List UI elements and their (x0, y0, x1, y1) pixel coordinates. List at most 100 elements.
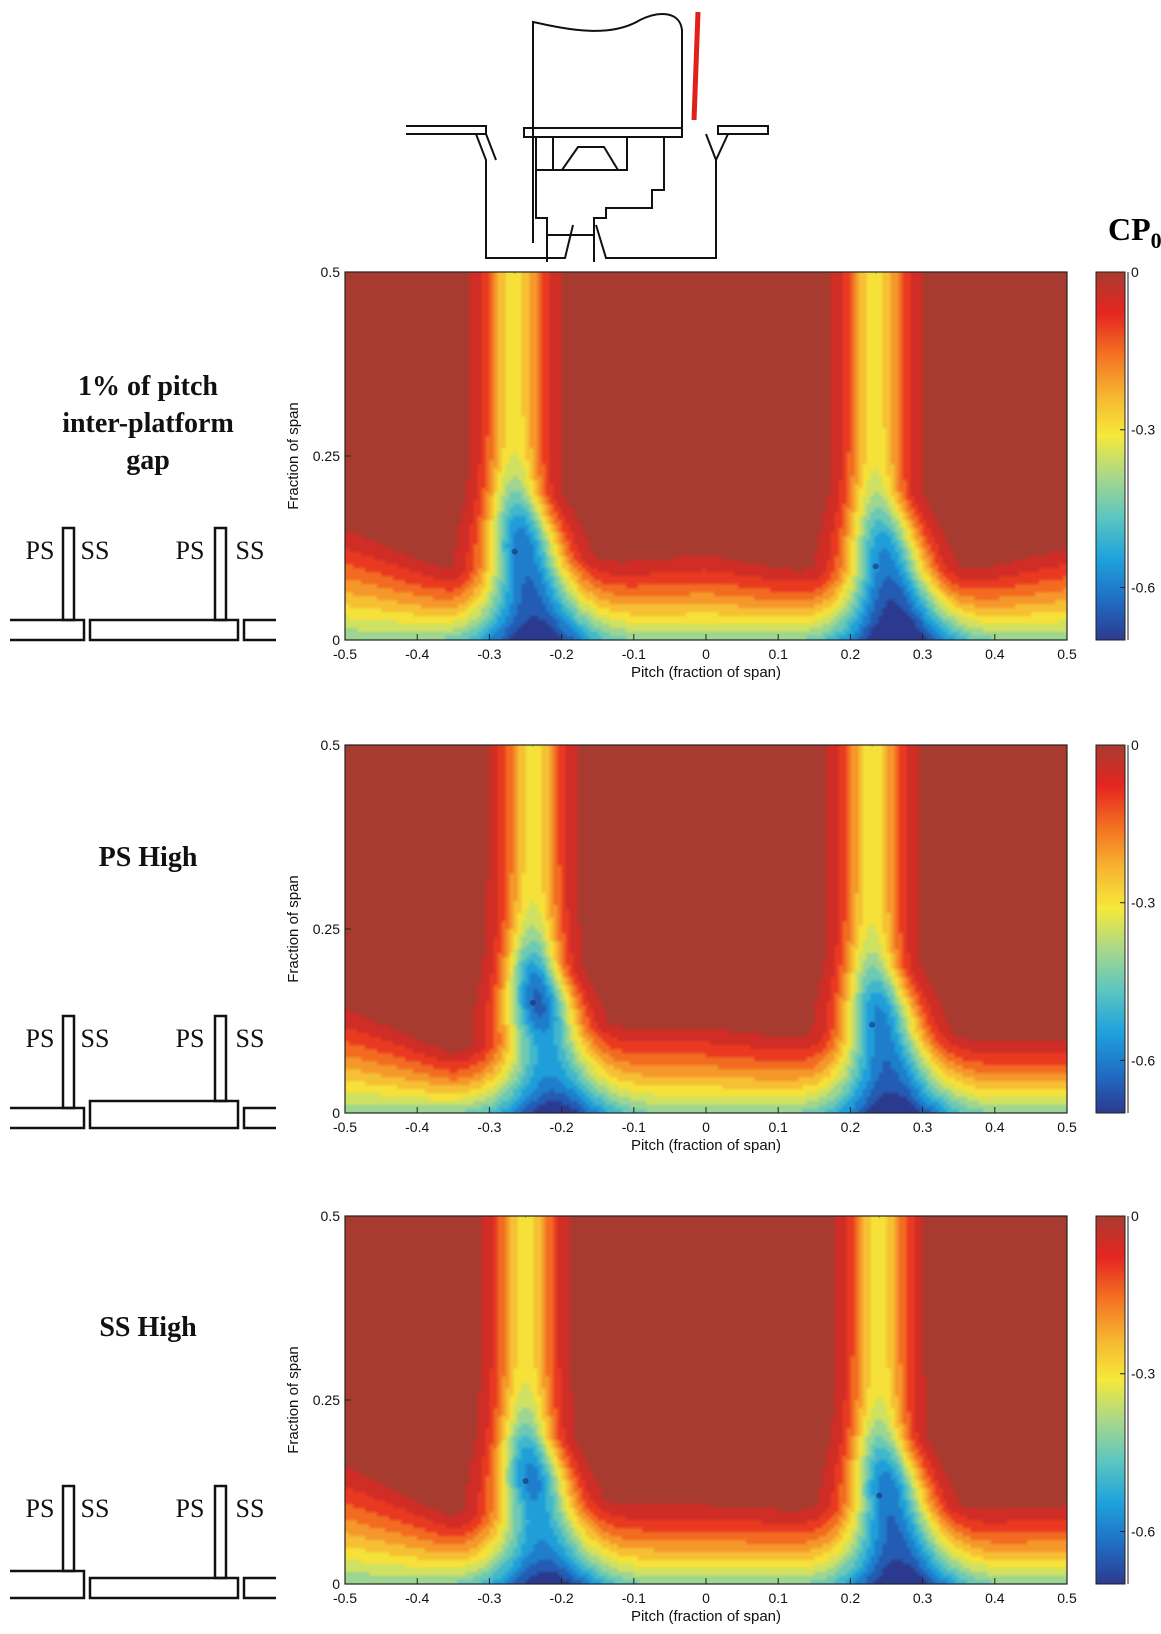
chart-panel-1: -0.5 -0.4 -0.3 -0.2 -0.1 0 0.1 0.2 0.3 0.4 0.5 0 0.2… (10, 264, 1155, 681)
y-axis-label: Fraction of span (285, 402, 302, 510)
pressure-side-label: PS (176, 536, 205, 565)
shank-body (535, 137, 665, 236)
panel-label: PS High (99, 842, 198, 873)
suction-side-label: SS (236, 536, 265, 565)
platform-middle (88, 1099, 240, 1130)
y-tick-label: 0.25 (313, 448, 340, 464)
x-tick-label: 0.1 (768, 646, 788, 662)
contour-field (345, 745, 1067, 1113)
suction-side-label: SS (81, 1024, 110, 1053)
x-tick-label: 0.3 (913, 1590, 933, 1606)
x-tick-label: 0.2 (841, 646, 861, 662)
y-tick-label: 0 (332, 1105, 340, 1121)
platform-left (10, 1106, 86, 1130)
x-tick-label: -0.5 (333, 646, 357, 662)
y-axis-label: Fraction of span (285, 1346, 302, 1454)
x-tick-label: 0.2 (841, 1119, 861, 1135)
x-tick-label: 0.4 (985, 1119, 1005, 1135)
panel-label: gap (126, 445, 170, 476)
y-tick-label: 0.25 (313, 1392, 340, 1408)
blade-2 (213, 526, 228, 622)
wake-core-2 (869, 1021, 876, 1028)
x-tick-label: 0.1 (768, 1119, 788, 1135)
x-tick-label: -0.2 (550, 646, 574, 662)
colorbar-tick-label: -0.3 (1131, 1366, 1155, 1382)
pressure-side-label: PS (176, 1494, 205, 1523)
suction-side-label: SS (236, 1494, 265, 1523)
colorbar-tick-label: -0.6 (1131, 1523, 1155, 1539)
x-tick-label: 0.2 (841, 1590, 861, 1606)
colorbar-tick-label: 0 (1131, 264, 1139, 280)
blade-1 (61, 1484, 76, 1573)
wake-core-1 (529, 999, 536, 1006)
blade-platform (523, 127, 683, 138)
x-tick-label: -0.5 (333, 1590, 357, 1606)
x-tick-label: 0 (702, 1590, 710, 1606)
y-tick-label: 0 (332, 1576, 340, 1592)
platform-right (242, 618, 276, 642)
panel-label: 1% of pitch (78, 371, 218, 402)
colorbar-title: CP0 (1108, 211, 1161, 253)
y-tick-label: 0.5 (321, 264, 341, 280)
platform-sketch (10, 1484, 276, 1600)
wake-core-1 (522, 1477, 529, 1484)
y-tick-label: 0 (332, 632, 340, 648)
x-tick-label: 0.3 (913, 1119, 933, 1135)
wake-core-2 (872, 563, 879, 570)
disc-outline (475, 133, 729, 259)
panel-label: inter-platform (62, 408, 234, 439)
x-tick-label: 0.3 (913, 646, 933, 662)
x-tick-label: 0 (702, 1119, 710, 1135)
x-tick-label: -0.1 (622, 1590, 646, 1606)
y-axis-label: Fraction of span (285, 875, 302, 983)
platform-middle (88, 1576, 240, 1600)
x-tick-label: 0.5 (1057, 646, 1077, 662)
y-tick-label: 0.5 (321, 1208, 341, 1224)
x-tick-label: -0.5 (333, 1119, 357, 1135)
suction-side-label: SS (81, 536, 110, 565)
pressure-side-label: PS (26, 1024, 55, 1053)
x-tick-label: 0.5 (1057, 1590, 1077, 1606)
colorbar (1095, 271, 1126, 641)
x-axis-label: Pitch (fraction of span) (631, 664, 781, 681)
shank-top (535, 137, 628, 171)
right-endwall (717, 125, 769, 135)
x-tick-label: -0.4 (405, 646, 429, 662)
platform-right (242, 1106, 276, 1130)
platform-middle (88, 618, 240, 642)
platform-left (10, 1569, 86, 1600)
disc-lip (485, 133, 717, 161)
colorbar (1095, 744, 1126, 1114)
colorbar-tick-label: 0 (1131, 1208, 1139, 1224)
x-tick-label: 0.1 (768, 1590, 788, 1606)
pressure-side-label: PS (26, 1494, 55, 1523)
x-tick-label: -0.4 (405, 1590, 429, 1606)
x-tick-label: -0.2 (550, 1119, 574, 1135)
x-tick-label: 0.4 (985, 1590, 1005, 1606)
x-tick-label: 0.5 (1057, 1119, 1077, 1135)
chart-panel-3: -0.5 -0.4 -0.3 -0.2 -0.1 0 0.1 0.2 0.3 0.4 0.5 0 0.2… (10, 1208, 1155, 1625)
x-tick-label: -0.3 (477, 646, 501, 662)
suction-side-label: SS (81, 1494, 110, 1523)
blade-1 (61, 1014, 76, 1110)
platform-left (10, 618, 86, 642)
colorbar (1095, 1215, 1126, 1585)
left-endwall (406, 125, 487, 135)
colorbar-tick-label: -0.6 (1131, 1052, 1155, 1068)
pressure-side-label: PS (176, 1024, 205, 1053)
suction-side-label: SS (236, 1024, 265, 1053)
x-tick-label: -0.2 (550, 1590, 574, 1606)
y-tick-label: 0.25 (313, 921, 340, 937)
colorbar-tick-label: 0 (1131, 737, 1139, 753)
x-tick-label: -0.3 (477, 1590, 501, 1606)
wake-core-1 (511, 548, 518, 555)
probe-traverse-line (691, 11, 701, 121)
x-tick-label: -0.4 (405, 1119, 429, 1135)
blade-1 (61, 526, 76, 622)
turbine-stage-sketch (406, 13, 769, 262)
x-tick-label: 0.4 (985, 646, 1005, 662)
platform-right (242, 1576, 276, 1600)
blade-2 (213, 1484, 228, 1580)
